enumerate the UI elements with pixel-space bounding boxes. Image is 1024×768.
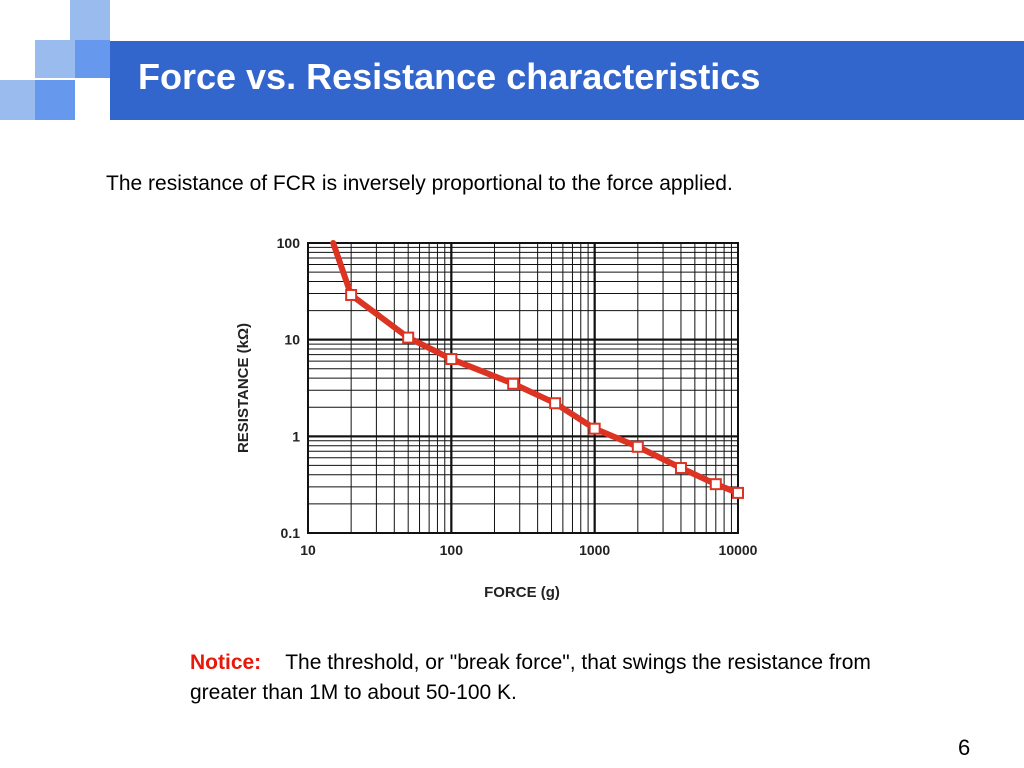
deco-square — [70, 0, 110, 40]
x-axis-label: FORCE (g) — [484, 584, 560, 601]
x-tick-label: 1000 — [579, 542, 610, 558]
data-point — [549, 397, 562, 410]
title-bar — [110, 41, 1024, 120]
x-tick-label: 100 — [440, 542, 464, 558]
data-point — [345, 288, 358, 301]
deco-square — [35, 80, 75, 120]
data-point — [709, 478, 722, 491]
data-point — [588, 422, 601, 435]
y-tick-label: 10 — [284, 332, 300, 348]
slide-title: Force vs. Resistance characteristics — [138, 56, 761, 97]
data-point — [402, 331, 415, 344]
y-tick-label: 0.1 — [281, 525, 301, 541]
deco-square — [0, 80, 35, 120]
y-tick-label: 100 — [277, 235, 301, 251]
data-point — [732, 486, 744, 499]
data-point — [631, 440, 644, 453]
notice-text: The threshold, or "break force", that sw… — [190, 651, 871, 704]
x-tick-label: 10000 — [719, 542, 758, 558]
data-point — [445, 353, 458, 366]
data-point — [507, 377, 520, 390]
deco-square — [75, 40, 110, 78]
intro-text: The resistance of FCR is inversely propo… — [106, 172, 733, 195]
notice-block: Notice: The threshold, or "break force", … — [190, 648, 890, 708]
notice-label: Notice: — [190, 651, 262, 674]
page-number: 6 — [958, 735, 971, 760]
x-tick-label: 10 — [300, 542, 316, 558]
data-point — [674, 462, 687, 475]
deco-square — [35, 40, 75, 78]
y-tick-label: 1 — [292, 428, 300, 444]
y-axis-label: RESISTANCE (kΩ) — [235, 323, 252, 453]
force-resistance-chart: 10 100 1000 10000 0.1 1 10 100 FORCE (g) RESIST… — [235, 235, 758, 601]
plot-frame — [307, 242, 739, 534]
